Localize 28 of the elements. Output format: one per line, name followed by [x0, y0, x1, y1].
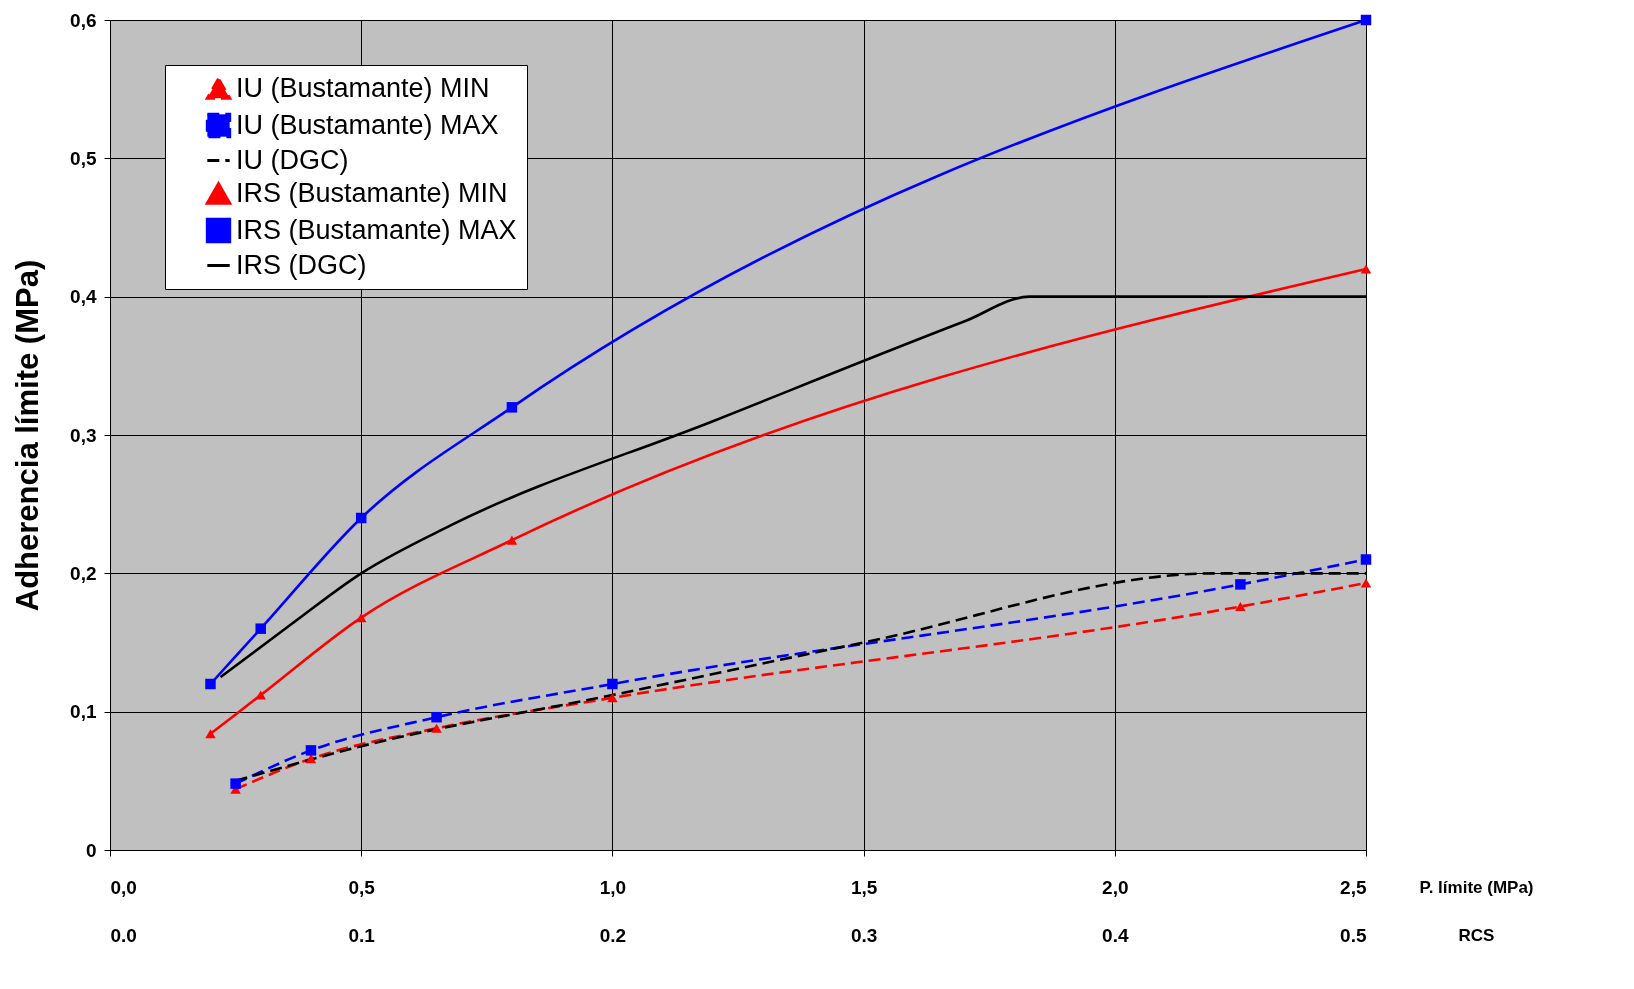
x2-tick-label: 0.0: [110, 924, 137, 946]
legend-label: IRS (DGC): [236, 249, 367, 280]
x-tick-label: 2,0: [1102, 876, 1129, 898]
legend-label: IU (Bustamante) MIN: [236, 72, 490, 103]
x2-axis-title: RCS: [1458, 925, 1495, 945]
x-tick-label: 1,0: [599, 876, 627, 898]
x-tick-label: 2,5: [1340, 876, 1367, 898]
x2-tick-label: 0.1: [348, 924, 376, 946]
x-tick-label: 1,5: [850, 876, 878, 898]
y-tick-label: 0,6: [70, 9, 97, 31]
y-tick-label: 0,3: [70, 424, 97, 446]
y-tick-label: 0,1: [70, 701, 97, 723]
x2-tick-label: 0.2: [599, 924, 627, 946]
x-tick-label: 0,5: [348, 876, 376, 898]
y-axis-title: Adherencia límite (MPa): [10, 259, 46, 612]
y-tick-label: 0,4: [70, 286, 97, 308]
y-tick-label: 0,5: [70, 147, 97, 169]
legend-label: IU (Bustamante) MAX: [236, 109, 499, 140]
x2-tick-label: 0.3: [850, 924, 878, 946]
y-tick-label: 0: [85, 839, 97, 861]
legend-label: IRS (Bustamante) MAX: [236, 214, 517, 245]
x2-tick-label: 0.5: [1340, 924, 1367, 946]
x-axis-title: P. límite (MPa): [1419, 877, 1534, 897]
legend-label: IRS (Bustamante) MIN: [236, 177, 508, 208]
x-tick-label: 0,0: [110, 876, 137, 898]
y-tick-label: 0,2: [70, 562, 97, 584]
x2-tick-label: 0.4: [1102, 924, 1129, 946]
legend-label: IU (DGC): [236, 144, 349, 175]
